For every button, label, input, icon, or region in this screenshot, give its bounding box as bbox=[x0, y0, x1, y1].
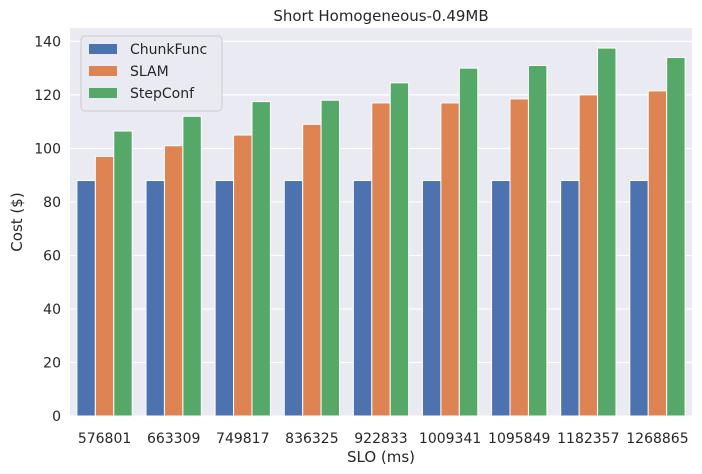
x-tick-label: 1268865 bbox=[626, 431, 688, 447]
legend-label: SLAM bbox=[130, 64, 169, 80]
bars bbox=[76, 47, 686, 417]
y-tick-label: 80 bbox=[43, 195, 61, 211]
bar-slam bbox=[371, 102, 391, 417]
y-tick-label: 60 bbox=[43, 248, 61, 264]
bar-chunkfunc bbox=[421, 180, 442, 417]
bar-slam bbox=[647, 90, 668, 417]
bar-slam bbox=[578, 94, 599, 417]
legend-swatch-slam bbox=[89, 66, 117, 76]
y-ticks: 0 20 40 60 80 100 120 140 bbox=[34, 34, 61, 425]
legend-label: ChunkFunc bbox=[130, 42, 207, 58]
bar-slam bbox=[509, 98, 529, 417]
x-tick-label: 749817 bbox=[216, 431, 269, 447]
bar-slam bbox=[94, 155, 115, 417]
bar-stepconf bbox=[527, 64, 548, 417]
bar-chunkfunc bbox=[76, 180, 96, 417]
bar-chunkfunc bbox=[214, 180, 235, 417]
bar-slam bbox=[163, 145, 184, 417]
bar-slam bbox=[440, 102, 460, 417]
y-tick-label: 120 bbox=[34, 88, 61, 104]
y-tick-label: 0 bbox=[52, 409, 61, 425]
bar-slam bbox=[233, 134, 253, 417]
bar-stepconf bbox=[251, 101, 271, 417]
x-tick-label: 1095849 bbox=[488, 431, 550, 447]
y-tick-label: 100 bbox=[34, 141, 61, 157]
x-tick-label: 1182357 bbox=[557, 431, 619, 447]
x-tick-label: 1009341 bbox=[419, 431, 481, 447]
bar-slam bbox=[302, 123, 322, 417]
y-tick-label: 140 bbox=[34, 34, 61, 50]
x-tick-label: 576801 bbox=[78, 431, 131, 447]
legend-label: StepConf bbox=[130, 86, 195, 102]
bar-chunkfunc bbox=[560, 180, 580, 417]
bar-stepconf bbox=[389, 82, 410, 417]
x-tick-label: 663309 bbox=[147, 431, 200, 447]
bar-chunkfunc bbox=[352, 180, 373, 417]
bar-stepconf bbox=[458, 67, 479, 417]
x-tick-label: 836325 bbox=[285, 431, 338, 447]
bar-stepconf bbox=[320, 99, 341, 417]
bar-chunkfunc bbox=[491, 180, 511, 417]
bar-stepconf bbox=[182, 115, 202, 417]
bar-stepconf bbox=[666, 56, 686, 417]
chart-title: Short Homogeneous-0.49MB bbox=[273, 7, 488, 25]
x-axis-label: SLO (ms) bbox=[347, 448, 415, 466]
bar-chunkfunc bbox=[629, 180, 649, 417]
legend-swatch-chunkfunc bbox=[89, 44, 117, 54]
legend-swatch-stepconf bbox=[89, 88, 117, 98]
bar-chunkfunc bbox=[283, 180, 304, 417]
x-tick-label: 922833 bbox=[354, 431, 407, 447]
y-tick-label: 20 bbox=[43, 355, 61, 371]
legend: ChunkFunc SLAM StepConf bbox=[80, 35, 223, 112]
bar-stepconf bbox=[597, 47, 617, 417]
bar-stepconf bbox=[113, 130, 133, 417]
y-axis-label: Cost ($) bbox=[8, 192, 26, 251]
bar-chunkfunc bbox=[145, 180, 165, 417]
y-tick-label: 40 bbox=[43, 302, 61, 318]
x-ticks: 576801 663309 749817 836325 922833 1009341 109… bbox=[78, 431, 689, 447]
